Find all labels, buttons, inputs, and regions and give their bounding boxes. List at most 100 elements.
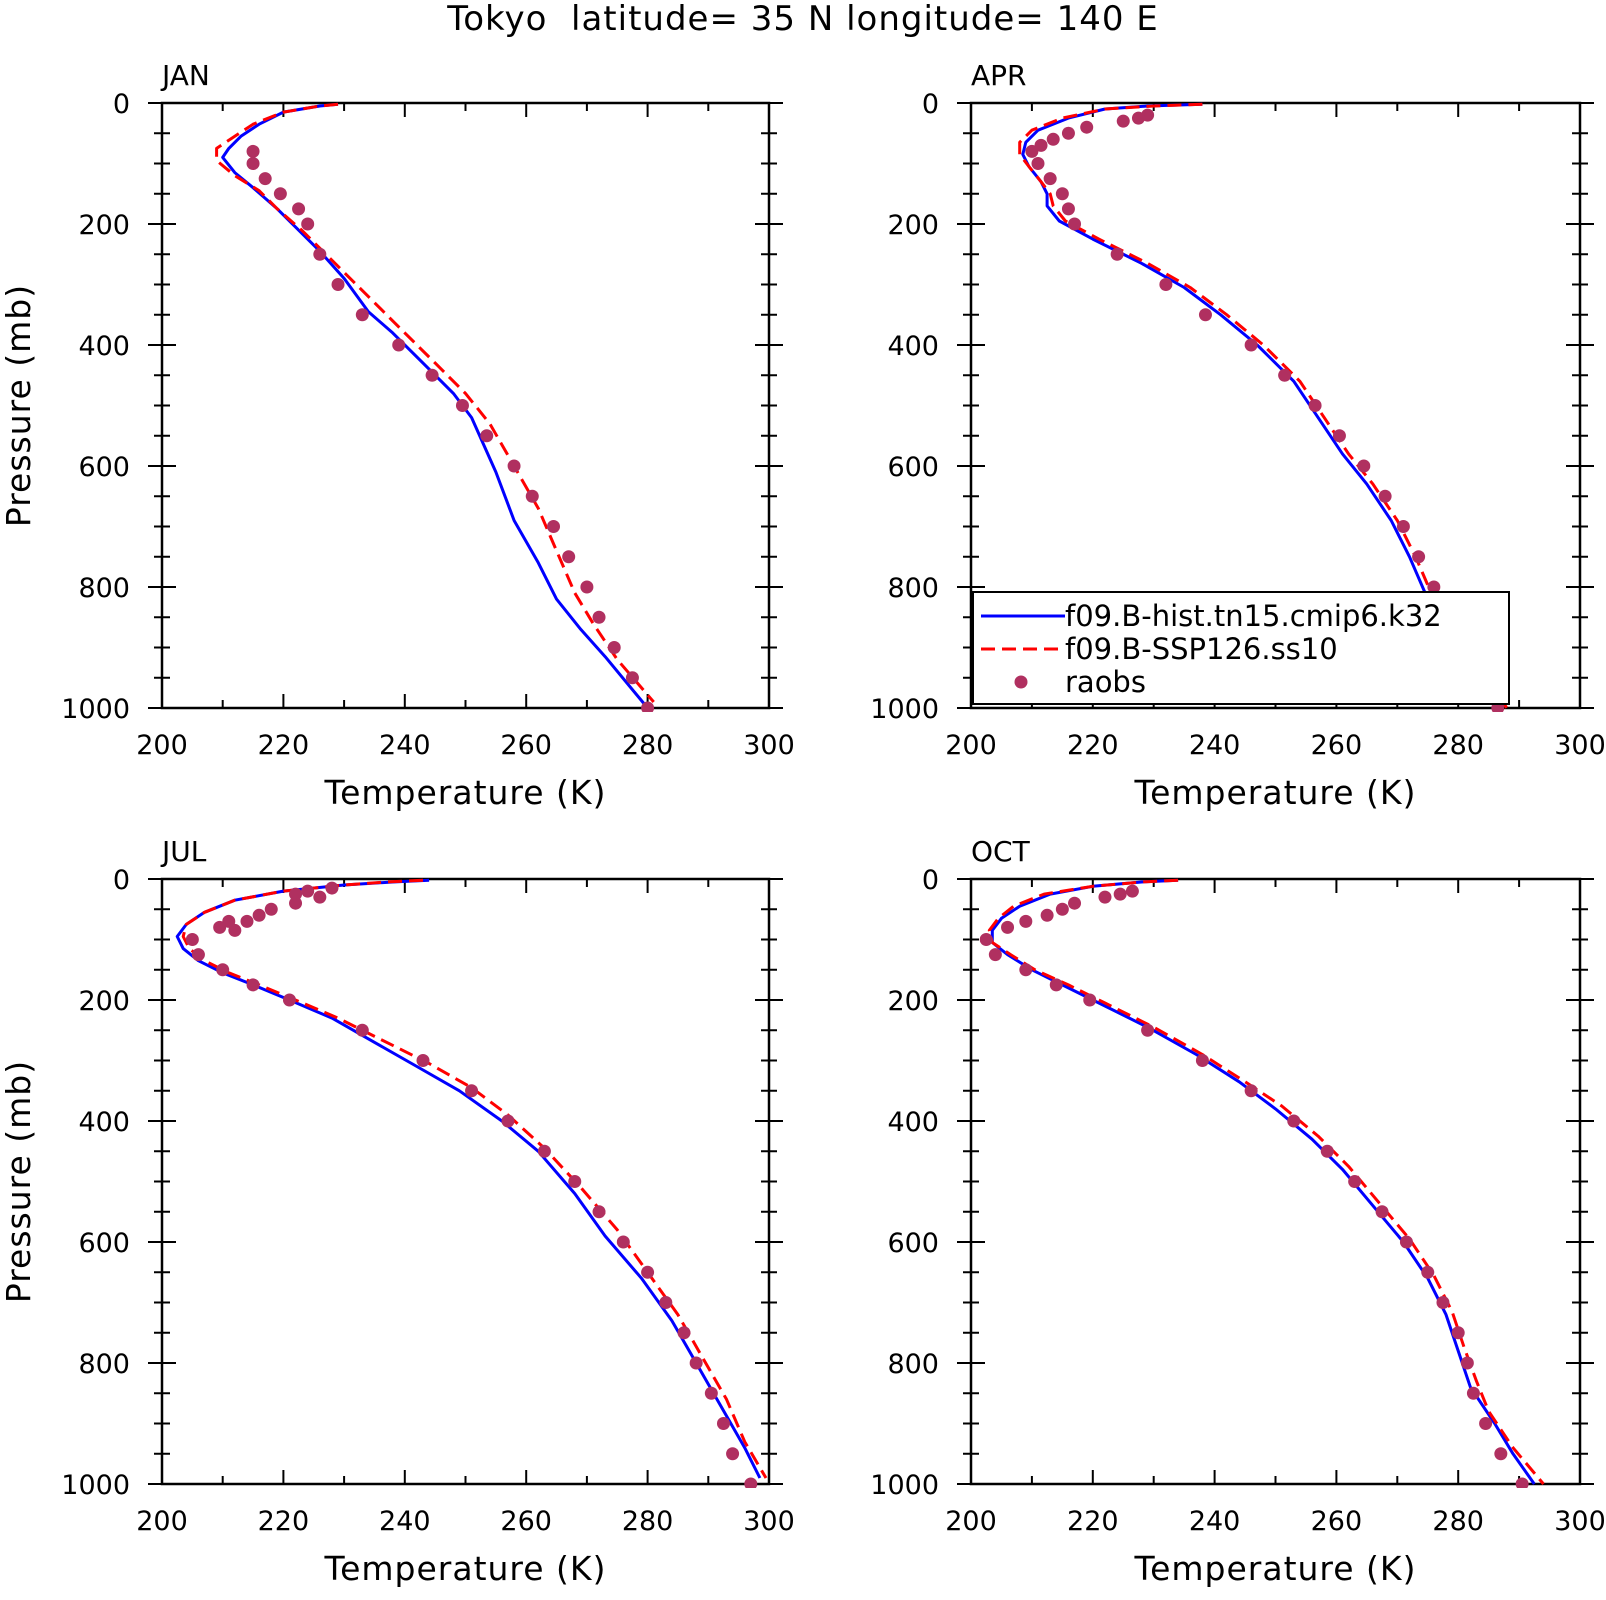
raobs-point <box>1125 884 1139 898</box>
raobs-point <box>331 278 345 291</box>
raobs-point <box>659 1296 673 1309</box>
raobs-point <box>1061 202 1075 216</box>
y-tick-label: 400 <box>887 331 939 362</box>
y-tick-label: 400 <box>887 1107 939 1138</box>
y-tick-label: 400 <box>78 331 130 362</box>
plot-data <box>175 878 768 1488</box>
x-tick-label: 240 <box>1189 730 1241 761</box>
y-tick-label: 1000 <box>870 1470 939 1501</box>
raobs-point <box>1080 120 1094 134</box>
raobs-point <box>501 1114 515 1128</box>
raobs-point <box>301 217 315 231</box>
raobs-point <box>355 1023 369 1037</box>
raobs-point <box>716 1417 730 1430</box>
x-tick-label: 260 <box>1311 1506 1363 1537</box>
raobs-point <box>1068 896 1082 910</box>
raobs-point <box>185 933 199 946</box>
y-tick-label: 0 <box>113 865 130 896</box>
raobs-point <box>537 1144 551 1158</box>
y-tick-label: 600 <box>78 452 130 483</box>
y-tick-label: 0 <box>922 865 939 896</box>
raobs-point <box>689 1356 703 1370</box>
legend-label: raobs <box>1065 665 1146 699</box>
raobs-point <box>1515 1477 1529 1488</box>
panel-label: APR <box>971 59 1027 92</box>
raobs-point <box>1332 429 1346 443</box>
raobs-point <box>1320 1144 1334 1158</box>
x-tick-label: 280 <box>1432 730 1484 761</box>
plot-data <box>215 102 655 712</box>
x-tick-label: 220 <box>1067 730 1119 761</box>
hist-series-line <box>990 878 1536 1485</box>
raobs-point <box>979 933 993 946</box>
raobs-point <box>1466 1386 1480 1400</box>
x-tick-label: 260 <box>500 730 552 761</box>
raobs-point <box>1244 338 1258 352</box>
legend: f09.B-hist.tn15.cmip6.k32f09.B-SSP126.ss… <box>972 591 1510 705</box>
y-tick-label: 600 <box>78 1228 130 1259</box>
raobs-point <box>313 247 327 261</box>
raobs-point <box>258 172 272 186</box>
y-tick-label: 800 <box>887 1349 939 1380</box>
raobs-point <box>641 701 655 712</box>
raobs-point <box>292 202 306 216</box>
x-axis-title: Temperature (K) <box>1134 773 1417 812</box>
raobs-point <box>282 993 296 1007</box>
raobs-point <box>607 641 621 654</box>
hist-series-line <box>221 102 649 709</box>
y-tick-label: 200 <box>887 210 939 241</box>
raobs-point <box>1049 978 1063 992</box>
y-tick-label: 1000 <box>61 1470 130 1501</box>
raobs-point <box>744 1477 758 1488</box>
raobs-point <box>455 399 469 412</box>
figure-title: Tokyo latitude= 35 N longitude= 140 E <box>446 0 1159 39</box>
raobs-point <box>704 1386 718 1400</box>
legend-dot-icon <box>1014 675 1028 689</box>
plot-frame <box>969 877 1582 1486</box>
raobs-point <box>1287 1114 1301 1128</box>
raobs-point <box>246 978 260 992</box>
raobs-point <box>1034 138 1048 152</box>
x-tick-label: 240 <box>379 1506 431 1537</box>
raobs-point <box>392 338 406 352</box>
raobs-point <box>289 896 303 910</box>
x-tick-label: 200 <box>136 1506 188 1537</box>
panel-label: JAN <box>160 59 210 92</box>
raobs-point <box>1494 1447 1508 1461</box>
y-tick-label: 200 <box>887 986 939 1017</box>
plot-data <box>979 878 1545 1488</box>
raobs-point <box>1031 157 1045 170</box>
x-tick-label: 260 <box>500 1506 552 1537</box>
y-tick-label: 800 <box>887 573 939 604</box>
x-axis-title: Temperature (K) <box>1134 1549 1417 1588</box>
raobs-point <box>592 1205 606 1219</box>
raobs-point <box>726 1447 740 1461</box>
x-axis-title: Temperature (K) <box>324 1549 607 1588</box>
raobs-point <box>677 1326 691 1340</box>
raobs-point <box>216 963 230 977</box>
raobs-point <box>568 1175 582 1188</box>
raobs-point <box>1348 1175 1362 1188</box>
y-tick-label: 1000 <box>61 694 130 725</box>
raobs-point <box>625 671 639 685</box>
raobs-point <box>1244 1084 1258 1098</box>
raobs-point <box>1001 920 1015 934</box>
raobs-point <box>1308 399 1322 412</box>
y-tick-label: 1000 <box>870 694 939 725</box>
ssp126-series-line <box>215 102 655 703</box>
y-tick-label: 400 <box>78 1107 130 1138</box>
raobs-point <box>1195 1054 1209 1067</box>
x-tick-label: 280 <box>622 730 674 761</box>
raobs-point <box>547 520 561 533</box>
ssp126-series-line <box>181 878 768 1479</box>
y-tick-label: 800 <box>78 1349 130 1380</box>
raobs-point <box>1098 890 1112 904</box>
raobs-point <box>1113 887 1127 901</box>
y-tick-label: 200 <box>78 986 130 1017</box>
raobs-point <box>1061 126 1075 140</box>
raobs-point <box>1198 308 1212 322</box>
raobs-point <box>580 580 594 594</box>
x-tick-label: 260 <box>1311 730 1363 761</box>
